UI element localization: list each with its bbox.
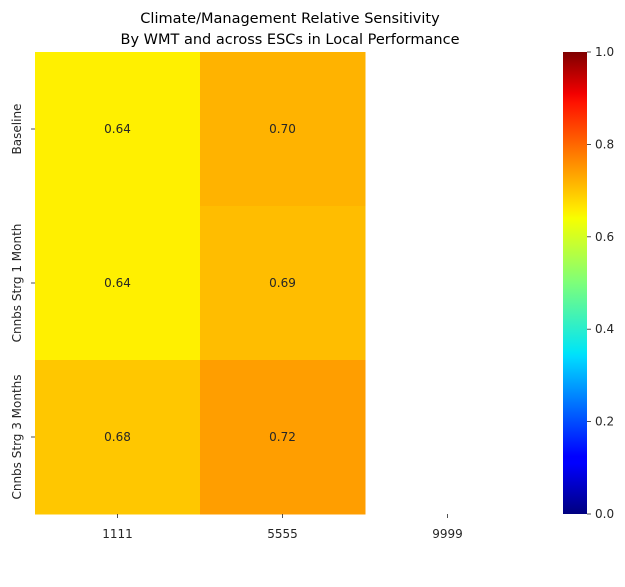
colorbar: 0.0 0.2 0.4 0.6 0.8 1.0	[563, 45, 614, 521]
colorbar-tick-label: 0.4	[595, 322, 614, 336]
colorbar-tick-label: 0.0	[595, 507, 614, 521]
heatmap-cells: 0.64 0.70 0.64 0.69 0.68 0.72	[35, 52, 366, 515]
colorbar-ticks: 0.0 0.2 0.4 0.6 0.8 1.0	[587, 45, 614, 521]
chart-title: Climate/Management Relative Sensitivity …	[121, 11, 460, 48]
y-tick-label: Cnnbs Strg 1 Month	[10, 224, 24, 343]
heatmap-cell	[200, 206, 366, 361]
cell-value-label: 0.72	[269, 430, 296, 444]
colorbar-gradient	[563, 52, 587, 514]
x-tick-label: 5555	[267, 527, 298, 541]
colorbar-tick-label: 1.0	[595, 45, 614, 59]
y-tick-label: Baseline	[10, 104, 24, 155]
heatmap-cell	[35, 52, 201, 207]
y-axis-ticks: Baseline Cnnbs Strg 1 Month Cnnbs Strg 3 M…	[10, 104, 35, 500]
cell-value-label: 0.64	[104, 122, 131, 136]
heatmap-cell	[35, 206, 201, 361]
x-tick-label: 9999	[432, 527, 463, 541]
colorbar-tick-label: 0.8	[595, 137, 614, 151]
title-line-1: Climate/Management Relative Sensitivity	[140, 11, 440, 27]
cell-value-label: 0.69	[269, 276, 296, 290]
y-tick-label: Cnnbs Strg 3 Months	[10, 374, 24, 499]
cell-value-label: 0.70	[269, 122, 296, 136]
colorbar-tick-label: 0.6	[595, 230, 614, 244]
heatmap-cell	[200, 360, 366, 515]
x-tick-label: 1111	[102, 527, 133, 541]
x-axis-ticks: 1111 5555 9999	[102, 514, 463, 541]
heatmap-cell	[200, 52, 366, 207]
heatmap-cell	[35, 360, 201, 515]
colorbar-tick-label: 0.2	[595, 415, 614, 429]
cell-value-label: 0.64	[104, 276, 131, 290]
title-line-2: By WMT and across ESCs in Local Performa…	[121, 32, 460, 48]
cell-value-label: 0.68	[104, 430, 131, 444]
